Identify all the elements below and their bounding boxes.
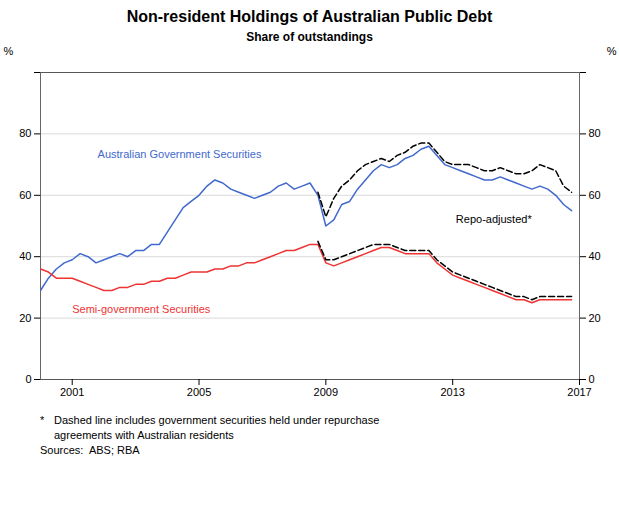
svg-text:40: 40 (589, 250, 601, 262)
svg-text:2017: 2017 (567, 386, 591, 398)
svg-text:2005: 2005 (187, 386, 211, 398)
html-text:Dashed line includes governmen: Dashed line includes government securiti… (54, 414, 380, 426)
html-text:agreements with Australian res: agreements with Australian residents (54, 429, 234, 441)
html-text:Sources: ABS; RBA: Sources: ABS; RBA (40, 444, 140, 456)
svg-text:20: 20 (589, 312, 601, 324)
html-text:Share of outstandings: Share of outstandings (246, 30, 373, 44)
svg-text:20: 20 (19, 312, 31, 324)
html-text:Non-resident Holdings of Austr: Non-resident Holdings of Australian Publ… (126, 8, 493, 25)
svg-text:%: % (607, 45, 617, 57)
svg-text:Repo-adjusted*: Repo-adjusted* (456, 213, 533, 225)
svg-text:Semi-government Securities: Semi-government Securities (72, 303, 211, 315)
svg-text:2013: 2013 (440, 386, 464, 398)
svg-text:80: 80 (589, 127, 601, 139)
svg-text:60: 60 (589, 189, 601, 201)
svg-text:0: 0 (589, 373, 595, 385)
svg-text:%: % (4, 45, 14, 57)
svg-text:0: 0 (25, 373, 31, 385)
svg-text:60: 60 (19, 189, 31, 201)
svg-text:2001: 2001 (60, 386, 84, 398)
svg-text:40: 40 (19, 250, 31, 262)
svg-text:80: 80 (19, 127, 31, 139)
svg-text:2009: 2009 (314, 386, 338, 398)
svg-text:Australian Government Securiti: Australian Government Securities (98, 148, 262, 160)
